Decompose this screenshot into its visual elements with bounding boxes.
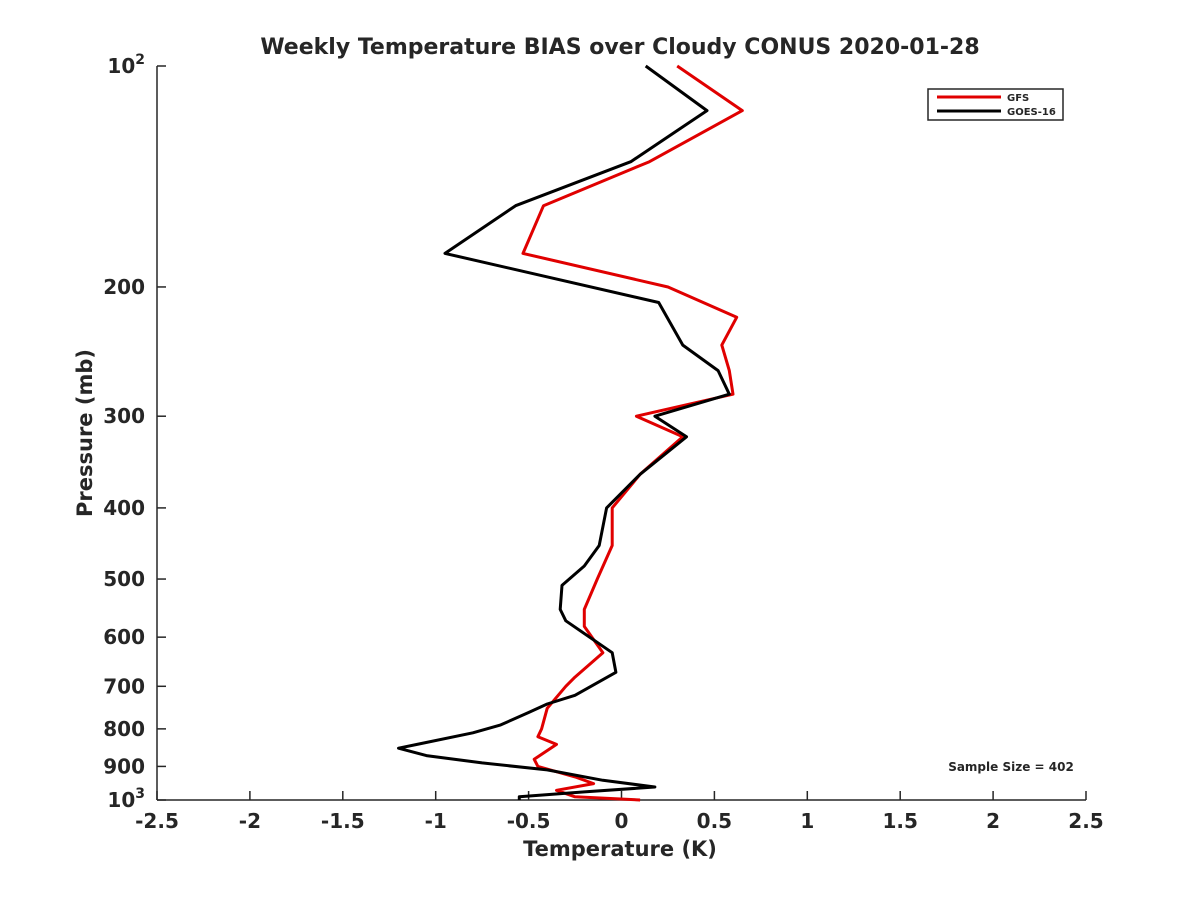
series-line-gfs <box>521 64 744 802</box>
x-tick-label: 1 <box>800 809 814 833</box>
y-tick-label: 400 <box>103 496 145 520</box>
y-tick-label: 900 <box>103 754 145 778</box>
legend-box <box>927 88 1064 121</box>
series-line-goes-16 <box>397 64 731 800</box>
legend: GFS GOES-16 <box>927 88 1064 121</box>
y-tick-label: 500 <box>103 567 145 591</box>
x-tick-label: -2.5 <box>135 809 179 833</box>
legend-label-goes-16: GOES-16 <box>1007 107 1056 118</box>
x-tick-label: -0.5 <box>507 809 551 833</box>
y-tick-label: 600 <box>103 625 145 649</box>
series-layer <box>397 64 744 802</box>
x-tick-label: -1 <box>425 809 447 833</box>
y-axis-label: Pressure (mb) <box>73 349 97 517</box>
sample-size-annotation: Sample Size = 402 <box>948 760 1074 774</box>
chart-title: Weekly Temperature BIAS over Cloudy CONU… <box>260 35 979 60</box>
x-tick-label: 2 <box>986 809 1000 833</box>
x-axis-label: Temperature (K) <box>523 837 717 861</box>
axes-group: -2.5 -2 -1.5 -1 -0.5 0 0.5 1 1.5 2 2.5 102 200 300 400… <box>103 52 1103 833</box>
y-tick-label: 800 <box>103 717 145 741</box>
x-tick-label: 0 <box>615 809 629 833</box>
y-tick-label: 102 <box>107 52 145 78</box>
y-tick-label: 300 <box>103 404 145 428</box>
x-tick-label: 0.5 <box>697 809 732 833</box>
x-tick-label: -2 <box>239 809 261 833</box>
y-tick-label: 103 <box>107 786 145 812</box>
x-tick-label: -1.5 <box>321 809 365 833</box>
y-tick-label: 700 <box>103 674 145 698</box>
x-tick-label: 2.5 <box>1068 809 1103 833</box>
y-tick-label: 200 <box>103 275 145 299</box>
x-tick-label: 1.5 <box>882 809 917 833</box>
legend-label-gfs: GFS <box>1007 93 1029 104</box>
